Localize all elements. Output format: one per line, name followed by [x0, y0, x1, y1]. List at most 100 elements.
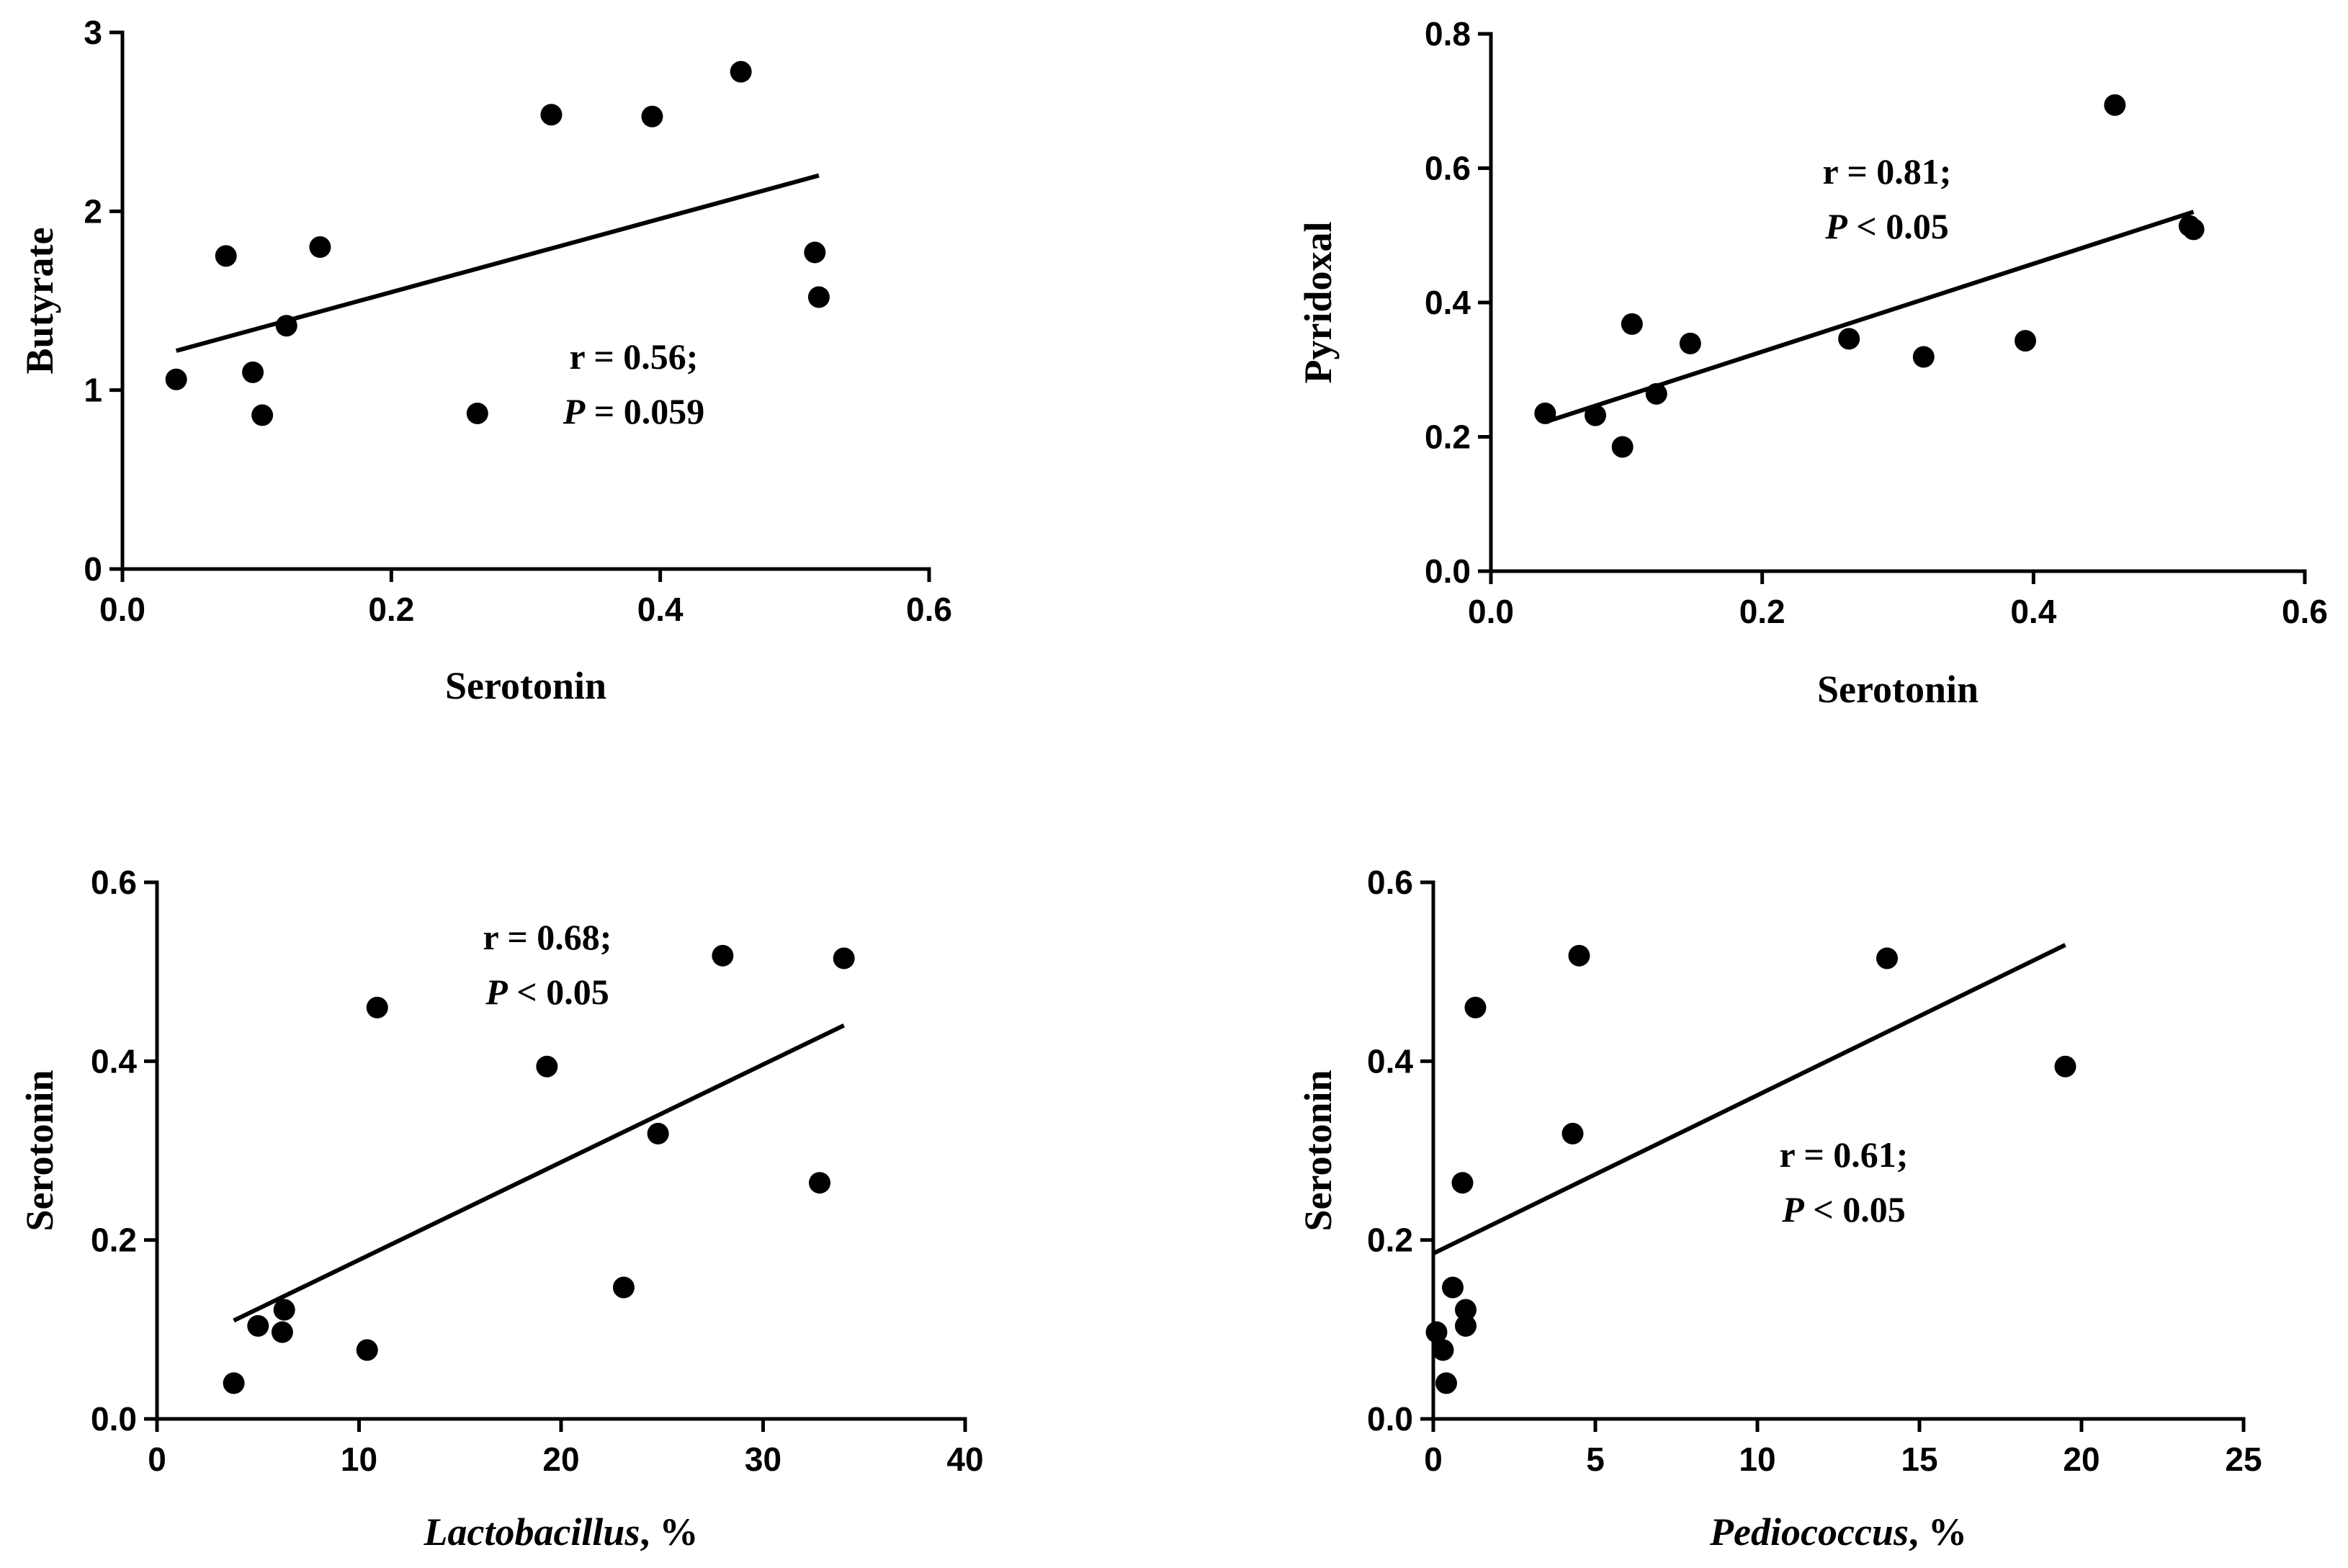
data-point [804, 241, 826, 264]
chart-panel-top-left: 0.0 0.2 0.4 0.6 0 1 2 3 Serotonin Butyrate r = 0.5… [18, 14, 952, 707]
y-tick-label: 0.4 [1367, 1042, 1413, 1080]
x-tick-label: 0.6 [2282, 593, 2328, 630]
x-axis-title: Serotonin [445, 664, 606, 707]
x-tick-label: 0.4 [2010, 593, 2056, 630]
y-axis-title: Serotonin [1296, 1070, 1340, 1231]
data-point [1435, 1372, 1457, 1394]
chart-panel-top-right: 0.0 0.2 0.4 0.6 0.0 0.2 0.4 0.6 0.8 Serotonin Pyri… [1296, 15, 2328, 711]
data-point [807, 286, 830, 308]
data-point [2104, 94, 2126, 116]
y-tick-label: 0.2 [91, 1222, 137, 1259]
x-tick-label: 15 [1901, 1441, 1937, 1478]
data-point [275, 315, 297, 337]
data-point [271, 1321, 293, 1343]
data-point [1611, 436, 1634, 458]
p-value-annotation: P < 0.05 [1824, 206, 1949, 246]
data-point [1455, 1314, 1477, 1337]
x-tick-label: 40 [946, 1441, 983, 1478]
data-point [730, 61, 752, 83]
y-tick-label: 0.0 [1425, 552, 1471, 590]
data-point [612, 1276, 635, 1299]
data-point [809, 1172, 831, 1194]
chart-panel-bottom-left: 0 10 20 30 40 0.0 0.2 0.4 0.6 Lactobacillus, % Ser… [18, 864, 984, 1554]
x-tick-label: 0.4 [637, 591, 684, 628]
y-tick-label: 0.8 [1425, 15, 1471, 53]
data-point [1838, 328, 1860, 350]
y-tick-label: 0.4 [1425, 284, 1471, 321]
data-point [1561, 1122, 1584, 1144]
data-point [540, 104, 563, 126]
y-tick-label: 0 [84, 550, 102, 588]
data-point [2054, 1055, 2076, 1078]
y-tick-label: 0.6 [1425, 150, 1471, 187]
x-tick-label: 25 [2225, 1441, 2262, 1478]
x-axis-title: Lactobacillus, % [424, 1510, 699, 1554]
y-tick-label: 0.2 [1425, 418, 1471, 456]
data-point [1451, 1172, 1474, 1194]
correlation-annotation: r = 0.68; [483, 917, 612, 957]
y-axis-title: Pyridoxal [1296, 222, 1340, 384]
x-tick-label: 0.2 [1739, 593, 1785, 630]
data-point [647, 1122, 669, 1144]
data-point [1679, 332, 1701, 354]
x-tick-label: 0.0 [1468, 593, 1514, 630]
data-point [1645, 382, 1667, 405]
x-tick-label: 0.0 [99, 591, 145, 628]
x-tick-label: 30 [745, 1441, 781, 1478]
x-tick-label: 0.6 [906, 591, 952, 628]
y-tick-label: 2 [84, 192, 102, 230]
p-value-annotation: P < 0.05 [485, 972, 609, 1012]
data-point [251, 404, 274, 426]
x-axis-title: Serotonin [1817, 668, 1979, 711]
y-tick-label: 3 [84, 14, 102, 51]
x-axis-title: Pediococcus, % [1709, 1510, 1967, 1554]
data-point [273, 1299, 295, 1321]
y-tick-label: 0.4 [91, 1042, 137, 1080]
x-tick-label: 0 [1424, 1441, 1443, 1478]
y-tick-label: 0.6 [91, 864, 137, 901]
data-point [1442, 1276, 1464, 1299]
y-tick-label: 0.6 [1367, 864, 1413, 901]
data-point [165, 368, 187, 390]
data-point [536, 1055, 558, 1078]
data-point [1568, 944, 1590, 967]
regression-line [175, 173, 820, 353]
data-point [1585, 404, 1607, 426]
x-tick-label: 0 [148, 1441, 166, 1478]
correlation-annotation: r = 0.81; [1823, 151, 1952, 192]
x-tick-label: 10 [1739, 1441, 1775, 1478]
data-point [1912, 346, 1935, 368]
data-point [641, 105, 663, 127]
p-value-annotation: P < 0.05 [1781, 1189, 1906, 1229]
x-tick-label: 20 [542, 1441, 579, 1478]
data-point [242, 361, 264, 383]
x-tick-label: 20 [2063, 1441, 2100, 1478]
y-axis-title: Butyrate [18, 228, 61, 375]
data-point [2015, 330, 2037, 352]
x-tick-label: 5 [1586, 1441, 1605, 1478]
p-value-annotation: P = 0.059 [563, 391, 705, 431]
data-point [1876, 947, 1898, 969]
x-tick-label: 0.2 [368, 591, 414, 628]
data-point [1534, 402, 1556, 424]
data-point [466, 402, 488, 424]
data-point [1455, 1299, 1477, 1321]
y-tick-label: 0.0 [91, 1400, 137, 1438]
chart-panel-bottom-right: 0 5 10 15 20 25 0.0 0.2 0.4 0.6 Pediococcus, % Sero… [1296, 864, 2262, 1554]
y-axis-title: Serotonin [18, 1070, 61, 1231]
data-point [1425, 1321, 1448, 1343]
y-tick-label: 0.2 [1367, 1222, 1413, 1259]
data-point [1464, 996, 1487, 1018]
y-tick-label: 0.0 [1367, 1400, 1413, 1438]
data-point [309, 236, 331, 258]
data-point [712, 944, 734, 967]
data-point [1432, 1339, 1454, 1361]
data-point [223, 1372, 245, 1394]
data-point [366, 996, 388, 1018]
data-point [215, 245, 237, 267]
correlation-annotation: r = 0.56; [570, 336, 699, 377]
data-point [247, 1314, 269, 1337]
x-tick-label: 10 [341, 1441, 377, 1478]
regression-line [1432, 943, 2066, 1255]
